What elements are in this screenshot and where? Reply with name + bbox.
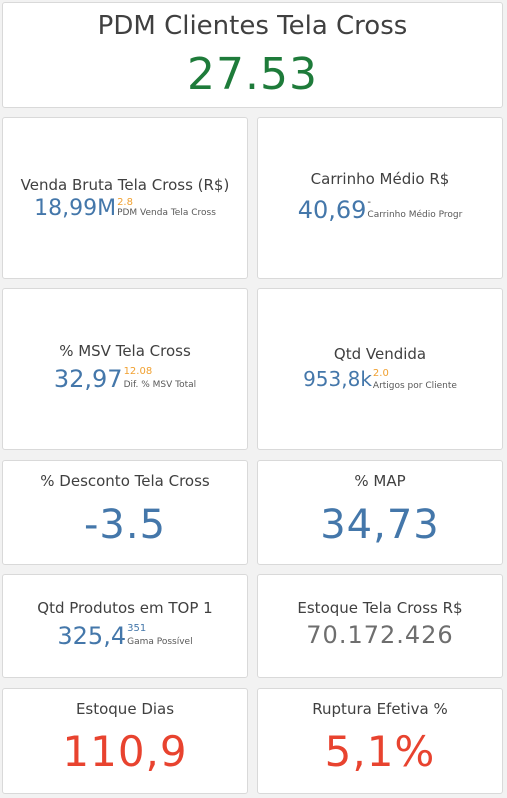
desconto-title: % Desconto Tela Cross — [40, 472, 210, 490]
produtos-top1-title: Qtd Produtos em TOP 1 — [37, 599, 213, 617]
header-value: 27.53 — [187, 49, 318, 100]
qtd-vendida-value: 953,8k — [303, 367, 372, 391]
qtd-vendida-title: Qtd Vendida — [333, 345, 427, 363]
msv-card[interactable]: % MSV Tela Cross 32,97 12.08 Dif. % MSV … — [2, 288, 248, 450]
msv-kpi: 32,97 12.08 Dif. % MSV Total — [3, 365, 247, 393]
desconto-value: -3.5 — [83, 502, 167, 548]
estoque-dias-title: Estoque Dias — [75, 700, 175, 718]
venda-bruta-secondary-value: 2.8 — [117, 197, 133, 208]
qtd-vendida-secondary-label: Artigos por Cliente — [372, 381, 457, 391]
carrinho-medio-value: 40,69 — [297, 196, 367, 224]
venda-bruta-kpi: 18,99M 2.8 PDM Venda Tela Cross — [3, 198, 247, 220]
qtd-vendida-secondary-value: 2.0 — [372, 368, 389, 379]
venda-bruta-title: Venda Bruta Tela Cross (R$) — [20, 176, 230, 194]
qtd-vendida-kpi: 953,8k 2.0 Artigos por Cliente — [258, 369, 502, 391]
ruptura-title: Ruptura Efetiva % — [312, 700, 448, 718]
estoque-rs-card[interactable]: Estoque Tela Cross R$ 70.172.426 — [257, 574, 503, 678]
carrinho-medio-card[interactable]: Carrinho Médio R$ 40,69 - Carrinho Médio… — [257, 117, 503, 279]
produtos-top1-secondary-label: Gama Possível — [127, 637, 193, 647]
carrinho-medio-title: Carrinho Médio R$ — [310, 170, 450, 188]
produtos-top1-card[interactable]: Qtd Produtos em TOP 1 325,4 351 Gama Pos… — [2, 574, 248, 678]
ruptura-card[interactable]: Ruptura Efetiva % 5,1% — [257, 688, 503, 794]
produtos-top1-value: 325,4 — [57, 622, 127, 650]
estoque-dias-value: 110,9 — [62, 727, 188, 776]
map-title: % MAP — [354, 472, 406, 490]
venda-bruta-secondary-label: PDM Venda Tela Cross — [117, 208, 216, 218]
produtos-top1-secondary-value: 351 — [127, 623, 147, 634]
msv-title: % MSV Tela Cross — [59, 342, 191, 360]
msv-value: 32,97 — [53, 365, 123, 393]
produtos-top1-kpi: 325,4 351 Gama Possível — [3, 622, 247, 650]
header-card[interactable]: PDM Clientes Tela Cross 27.53 — [2, 2, 503, 108]
map-card[interactable]: % MAP 34,73 — [257, 460, 503, 565]
desconto-card[interactable]: % Desconto Tela Cross -3.5 — [2, 460, 248, 565]
map-value: 34,73 — [320, 502, 440, 548]
msv-secondary-value: 12.08 — [123, 366, 153, 377]
venda-bruta-card[interactable]: Venda Bruta Tela Cross (R$) 18,99M 2.8 P… — [2, 117, 248, 279]
estoque-rs-title: Estoque Tela Cross R$ — [297, 599, 463, 617]
carrinho-medio-secondary-label: Carrinho Médio Progr — [367, 210, 463, 220]
carrinho-medio-secondary-value: - — [367, 197, 372, 208]
estoque-rs-value: 70.172.426 — [306, 621, 454, 649]
estoque-dias-card[interactable]: Estoque Dias 110,9 — [2, 688, 248, 794]
ruptura-value: 5,1% — [324, 727, 436, 776]
venda-bruta-value: 18,99M — [34, 196, 117, 221]
qtd-vendida-card[interactable]: Qtd Vendida 953,8k 2.0 Artigos por Clien… — [257, 288, 503, 450]
header-title: PDM Clientes Tela Cross — [97, 11, 408, 41]
msv-secondary-label: Dif. % MSV Total — [123, 380, 197, 390]
carrinho-medio-kpi: 40,69 - Carrinho Médio Progr — [258, 196, 502, 224]
